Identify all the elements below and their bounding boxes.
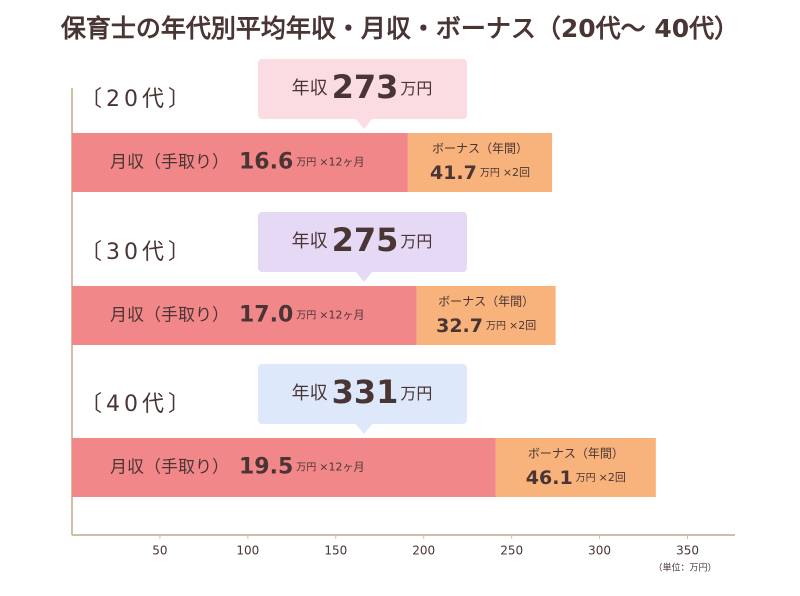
callout-tail	[355, 118, 373, 129]
total-callout: 年収 275 万円	[258, 212, 467, 282]
segment-label: 46.1 万円 ×2回	[526, 467, 626, 489]
total-prefix: 年収	[292, 78, 328, 99]
segment-label: 月収（手取り） 19.5 万円 ×12ヶ月	[110, 455, 365, 480]
series-name: ボーナス（年間）	[438, 295, 534, 309]
x-tick-label: 50	[152, 544, 167, 558]
total-value: 331	[332, 373, 399, 411]
series-name: 月収（手取り）	[110, 153, 229, 173]
series-name: 月収（手取り）	[110, 458, 229, 478]
detail-unit: 万円	[480, 168, 500, 179]
callout-tail	[355, 423, 373, 434]
total-value: 273	[332, 68, 399, 106]
x-tick-label: 100	[236, 544, 259, 558]
total-label: 年収 275 万円	[292, 221, 433, 259]
bar-segment	[495, 438, 656, 497]
total-unit: 万円	[400, 232, 432, 251]
category-label: 〔20代〕	[80, 87, 194, 112]
segment-label: 月収（手取り） 17.0 万円 ×12ヶ月	[110, 303, 365, 328]
detail-unit: 万円	[576, 473, 596, 484]
bar-segment	[72, 438, 496, 497]
detail-multiplier: ×12ヶ月	[319, 461, 364, 474]
callout-tail	[355, 271, 373, 282]
detail-multiplier: ×2回	[503, 166, 530, 179]
total-prefix: 年収	[292, 383, 328, 404]
total-unit: 万円	[400, 384, 432, 403]
detail-value: 17.0	[239, 303, 293, 328]
detail-multiplier: ×2回	[599, 471, 626, 484]
detail-unit: 万円	[296, 311, 316, 322]
series-name: ボーナス（年間）	[432, 142, 528, 156]
x-tick-label: 350	[676, 544, 699, 558]
total-prefix: 年収	[292, 231, 328, 252]
category-label: 〔30代〕	[80, 240, 194, 265]
chart-title: 保育士の年代別平均年収・月収・ボーナス（20代〜 40代）	[60, 14, 739, 43]
unit-note: （単位：万円）	[653, 562, 716, 574]
detail-unit: 万円	[486, 321, 506, 332]
detail-unit: 万円	[296, 158, 316, 169]
x-tick-label: 250	[500, 544, 523, 558]
total-callout: 年収 331 万円	[258, 364, 467, 434]
segment-label: 32.7 万円 ×2回	[436, 315, 536, 337]
detail-multiplier: ×12ヶ月	[319, 156, 364, 169]
detail-value: 32.7	[436, 315, 483, 337]
total-label: 年収 273 万円	[292, 68, 433, 106]
callout-box	[258, 212, 467, 272]
segment-label: 41.7 万円 ×2回	[430, 162, 530, 184]
detail-unit: 万円	[296, 463, 316, 474]
x-tick-label: 200	[412, 544, 435, 558]
callout-box	[258, 364, 467, 424]
bar-segment	[416, 286, 556, 345]
total-value: 275	[332, 221, 399, 259]
series-name: 月収（手取り）	[110, 306, 229, 326]
bar-segment	[72, 286, 417, 345]
detail-multiplier: ×2回	[509, 319, 536, 332]
detail-value: 19.5	[239, 455, 293, 480]
detail-value: 46.1	[526, 467, 573, 489]
total-callout: 年収 273 万円	[258, 59, 467, 129]
total-label: 年収 331 万円	[292, 373, 433, 411]
segment-label: 月収（手取り） 16.6 万円 ×12ヶ月	[110, 150, 365, 175]
detail-value: 41.7	[430, 162, 477, 184]
detail-multiplier: ×12ヶ月	[319, 309, 364, 322]
total-unit: 万円	[400, 79, 432, 98]
x-tick-label: 150	[324, 544, 347, 558]
category-label: 〔40代〕	[80, 392, 194, 417]
detail-value: 16.6	[239, 150, 293, 175]
bar-segment	[407, 133, 553, 192]
x-tick-label: 300	[588, 544, 611, 558]
bar-segment	[72, 133, 408, 192]
callout-box	[258, 59, 467, 119]
series-name: ボーナス（年間）	[528, 447, 624, 461]
